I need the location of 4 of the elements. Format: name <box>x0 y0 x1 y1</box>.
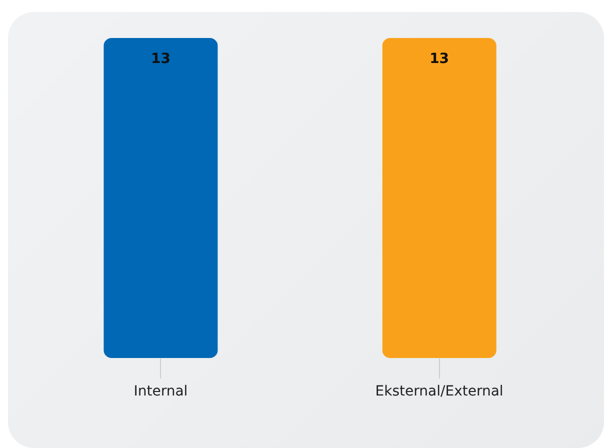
data-label: 13 <box>150 51 170 67</box>
data-label: 13 <box>430 51 450 67</box>
x-tick-label: Eksternal/External <box>375 384 504 400</box>
x-tick-label: Internal <box>134 384 188 400</box>
